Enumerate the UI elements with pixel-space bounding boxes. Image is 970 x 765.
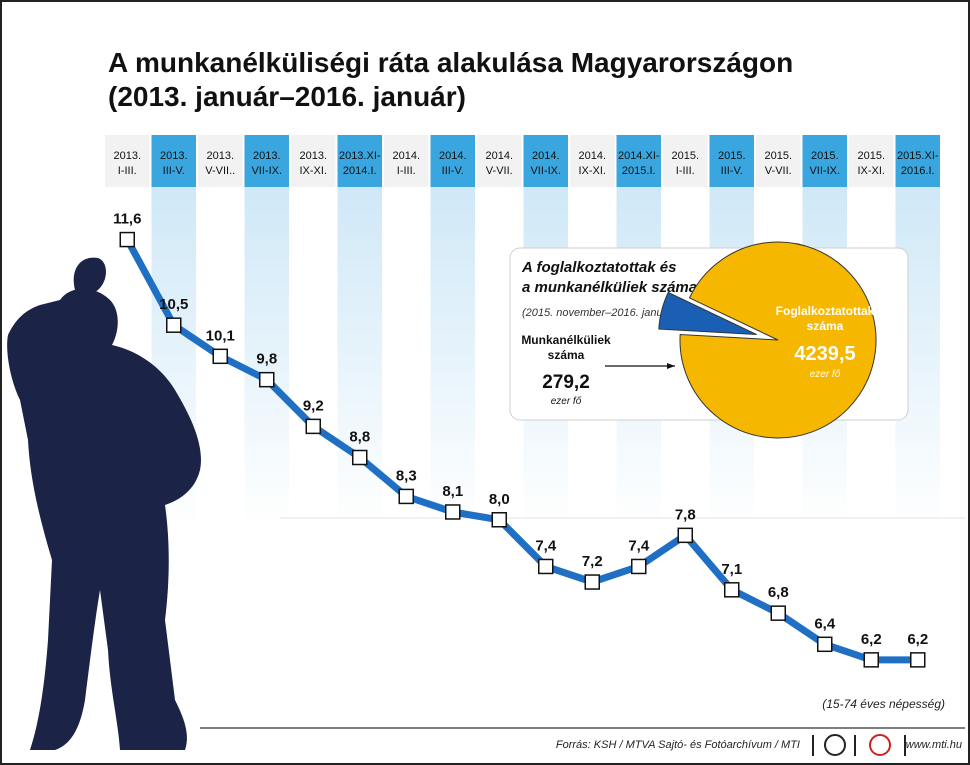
marker (213, 349, 227, 363)
pie-slice (680, 242, 876, 438)
marker (167, 318, 181, 332)
marker (864, 653, 878, 667)
value-label: 7,4 (535, 537, 557, 554)
value-label: 11,6 (113, 211, 141, 228)
slice-value: 4239,5 (794, 343, 855, 365)
marker (771, 606, 785, 620)
value-label: 6,2 (907, 631, 928, 648)
note: (15-74 éves népesség) (822, 697, 945, 711)
marker (120, 233, 134, 247)
marker (446, 505, 460, 519)
slice-unit: ezer fő (551, 396, 582, 407)
value-label: 6,2 (861, 631, 882, 648)
value-label: 7,2 (582, 553, 603, 570)
marker (539, 559, 553, 573)
logo (825, 735, 845, 755)
pie-subtitle: (2015. november–2016. január) (522, 307, 676, 319)
marker (725, 583, 739, 597)
value-label: 7,8 (675, 506, 696, 523)
marker (260, 373, 274, 387)
value-label: 8,0 (489, 491, 510, 508)
value-label: 10,5 (159, 296, 188, 313)
marker (678, 528, 692, 542)
marker (492, 513, 506, 527)
marker (911, 653, 925, 667)
value-label: 9,8 (256, 351, 277, 368)
value-label: 8,3 (396, 467, 417, 484)
marker (399, 489, 413, 503)
value-label: 7,4 (628, 537, 650, 554)
chart: A munkanélküliségi ráta alakulása Magyar… (0, 0, 970, 765)
slice-unit: ezer fő (810, 369, 841, 380)
value-label: 8,8 (349, 429, 370, 446)
source: Forrás: KSH / MTVA Sajtó- és Fotóarchívu… (556, 739, 800, 751)
value-label: 8,1 (442, 483, 463, 500)
value-label: 6,4 (814, 615, 836, 632)
marker (306, 419, 320, 433)
marker (818, 637, 832, 651)
slice-value: 279,2 (542, 372, 590, 393)
value-label: 10,1 (206, 327, 235, 344)
column-stripe (338, 187, 383, 527)
url: www.mti.hu (906, 739, 962, 751)
marker (353, 451, 367, 465)
value-label: 9,2 (303, 397, 324, 414)
marker (632, 559, 646, 573)
column-stripe (431, 187, 476, 527)
marker (585, 575, 599, 589)
value-label: 6,8 (768, 584, 789, 601)
logo (870, 735, 890, 755)
value-label: 7,1 (721, 561, 742, 578)
